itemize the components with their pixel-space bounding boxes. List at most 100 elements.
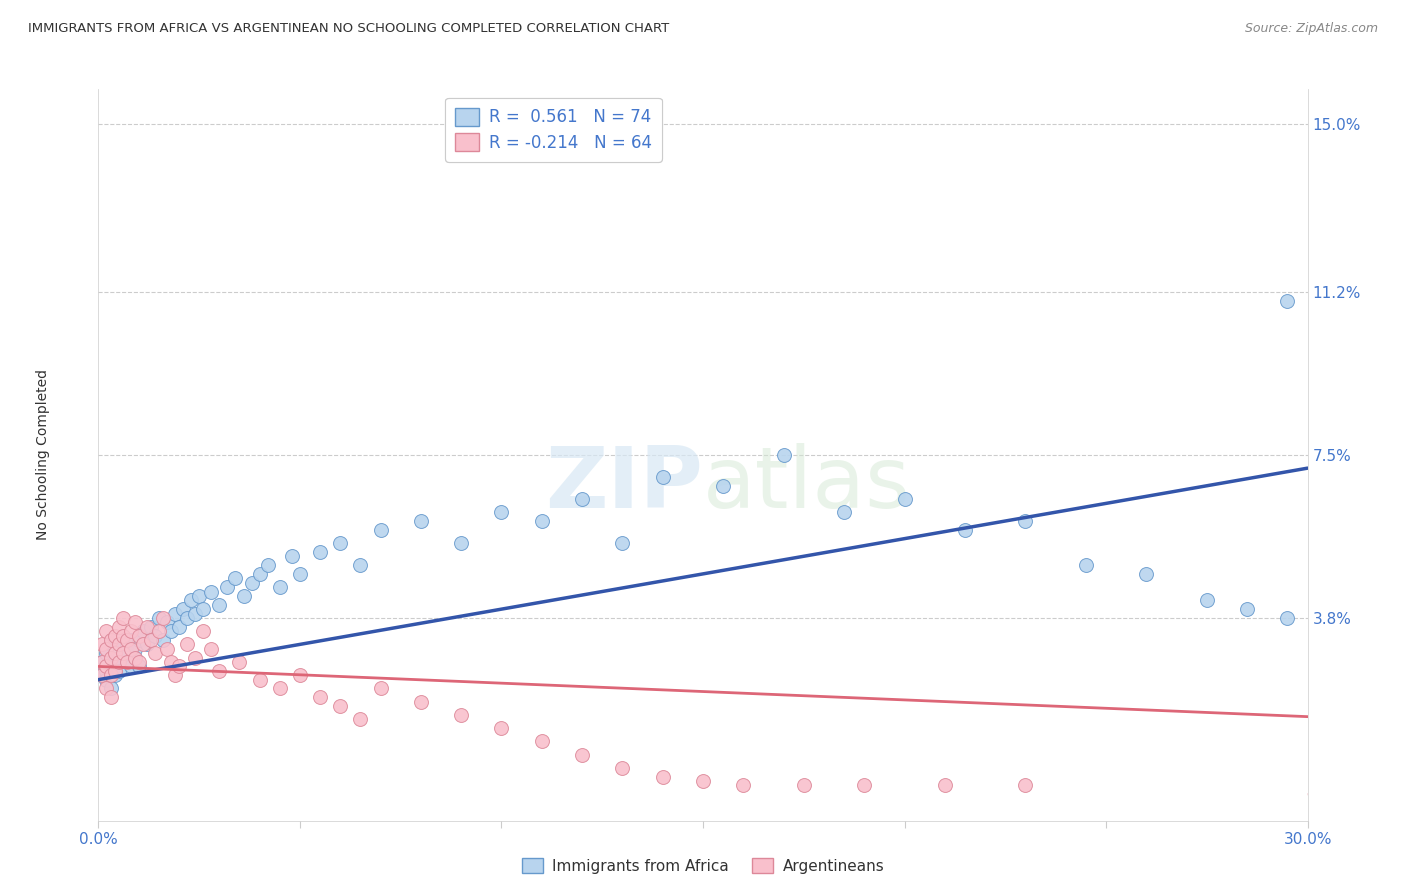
Point <box>934 778 956 792</box>
Point <box>128 632 150 647</box>
Point <box>100 655 122 669</box>
Point <box>349 712 371 726</box>
Point <box>571 747 593 762</box>
Point <box>309 545 332 559</box>
Point <box>143 629 166 643</box>
Point <box>692 774 714 789</box>
Point <box>111 629 134 643</box>
Point <box>530 734 553 748</box>
Point <box>217 580 239 594</box>
Point <box>120 659 142 673</box>
Point <box>91 655 114 669</box>
Point <box>232 589 254 603</box>
Point <box>132 637 155 651</box>
Point <box>853 778 876 792</box>
Point <box>571 491 593 506</box>
Point <box>1277 293 1299 308</box>
Point <box>793 778 815 792</box>
Point <box>832 505 855 519</box>
Point <box>107 655 129 669</box>
Point <box>172 602 194 616</box>
Point <box>450 707 472 722</box>
Point <box>370 681 392 696</box>
Point <box>167 659 190 673</box>
Point <box>1236 602 1258 616</box>
Point <box>176 611 198 625</box>
Point <box>111 611 134 625</box>
Point <box>491 721 513 735</box>
Point <box>96 673 118 687</box>
Point <box>139 620 162 634</box>
Point <box>132 624 155 639</box>
Point <box>208 664 231 678</box>
Point <box>115 637 138 651</box>
Point <box>100 668 122 682</box>
Point <box>281 549 304 564</box>
Point <box>163 668 186 682</box>
Point <box>100 650 122 665</box>
Point <box>711 479 734 493</box>
Point <box>143 646 166 660</box>
Point <box>107 620 129 634</box>
Point <box>228 655 250 669</box>
Point <box>100 632 122 647</box>
Text: atlas: atlas <box>703 442 911 525</box>
Point <box>1135 566 1157 581</box>
Point <box>349 558 371 572</box>
Point <box>124 641 146 656</box>
Point <box>288 566 311 581</box>
Point <box>208 598 231 612</box>
Point <box>103 664 125 678</box>
Point <box>772 448 794 462</box>
Point <box>115 655 138 669</box>
Point <box>1277 611 1299 625</box>
Point <box>103 668 125 682</box>
Point <box>128 629 150 643</box>
Point <box>135 620 157 634</box>
Point <box>152 632 174 647</box>
Point <box>491 505 513 519</box>
Point <box>96 681 118 696</box>
Point <box>107 650 129 665</box>
Point <box>329 699 352 714</box>
Point <box>103 629 125 643</box>
Point <box>409 514 432 528</box>
Point <box>111 629 134 643</box>
Point <box>115 632 138 647</box>
Point <box>193 602 215 616</box>
Point <box>953 523 976 537</box>
Point <box>96 659 118 673</box>
Point <box>100 681 122 696</box>
Point <box>115 655 138 669</box>
Point <box>128 659 150 673</box>
Point <box>148 624 170 639</box>
Point <box>111 646 134 660</box>
Point <box>184 650 207 665</box>
Point <box>224 571 246 585</box>
Point <box>160 655 183 669</box>
Point <box>124 615 146 630</box>
Point <box>96 646 118 660</box>
Text: ZIP: ZIP <box>546 442 703 525</box>
Text: IMMIGRANTS FROM AFRICA VS ARGENTINEAN NO SCHOOLING COMPLETED CORRELATION CHART: IMMIGRANTS FROM AFRICA VS ARGENTINEAN NO… <box>28 22 669 36</box>
Point <box>139 632 162 647</box>
Point <box>651 470 673 484</box>
Point <box>1014 514 1036 528</box>
Point <box>135 637 157 651</box>
Point <box>167 620 190 634</box>
Point <box>651 770 673 784</box>
Point <box>1074 558 1097 572</box>
Point <box>309 690 332 705</box>
Point <box>269 580 291 594</box>
Point <box>1014 778 1036 792</box>
Point <box>269 681 291 696</box>
Point <box>100 690 122 705</box>
Point <box>91 668 114 682</box>
Point <box>124 650 146 665</box>
Point <box>249 566 271 581</box>
Point <box>249 673 271 687</box>
Point <box>200 641 222 656</box>
Point <box>96 641 118 656</box>
Point <box>240 575 263 590</box>
Point <box>184 607 207 621</box>
